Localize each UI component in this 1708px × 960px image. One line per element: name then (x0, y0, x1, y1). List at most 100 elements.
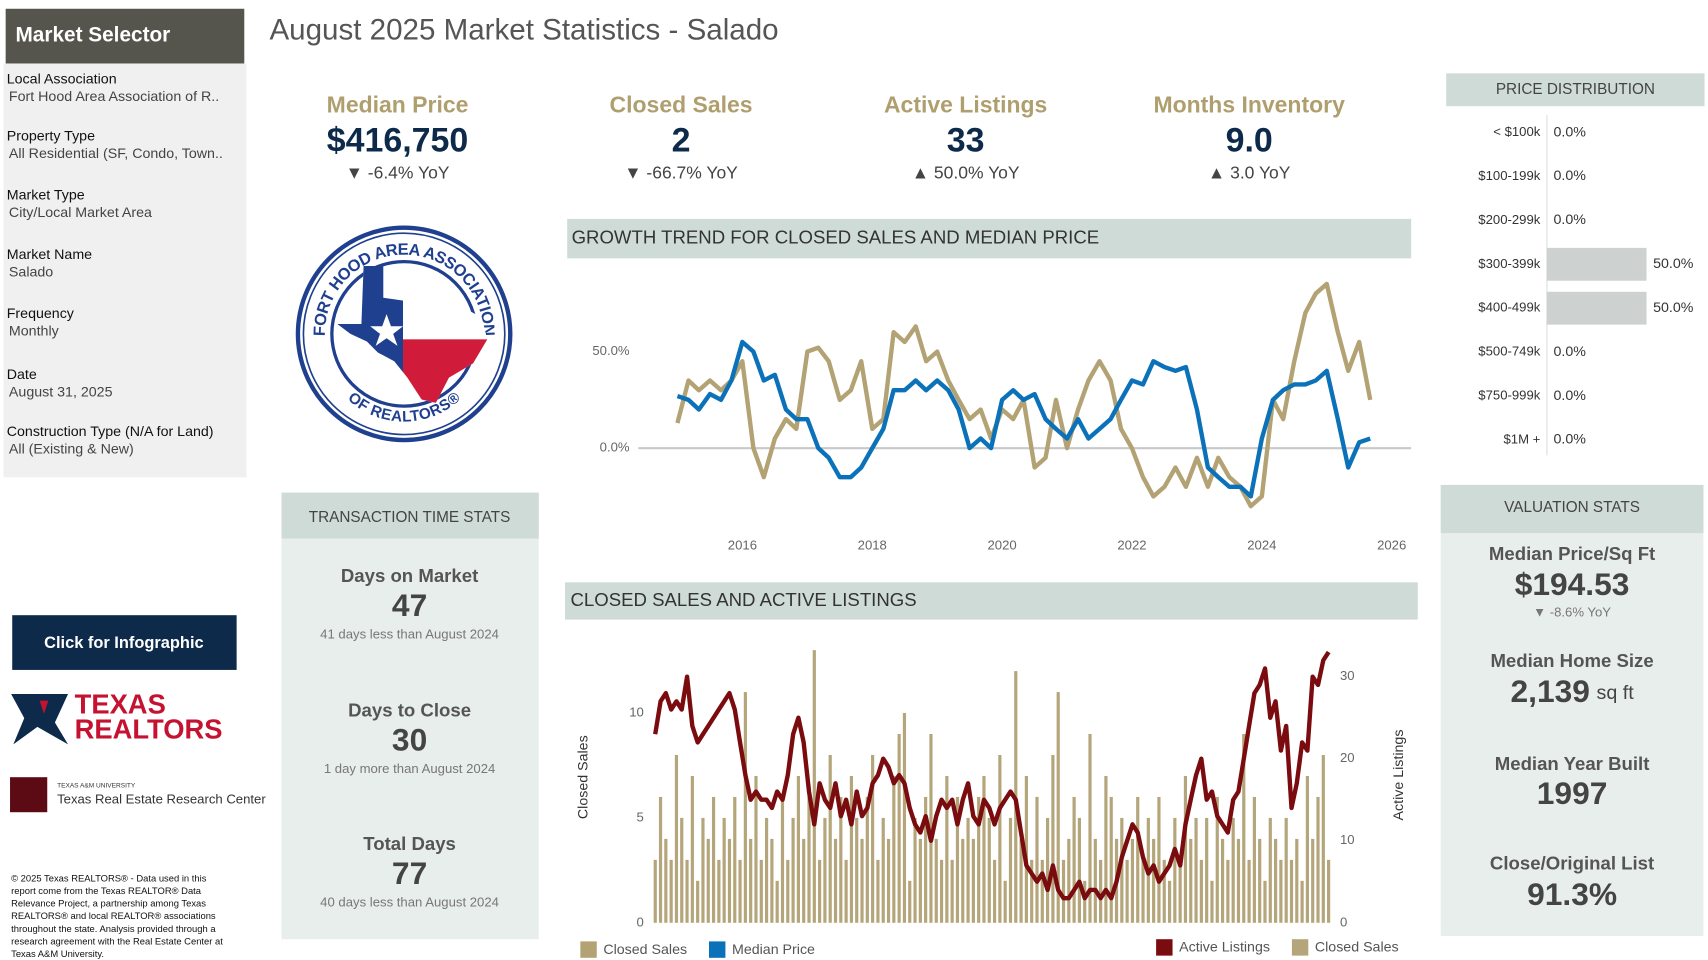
kpi-label: Months Inventory (1153, 91, 1345, 117)
bar (818, 859, 822, 923)
value-label: 0.0% (1553, 124, 1586, 140)
bar (1289, 859, 1294, 923)
bar (1210, 880, 1214, 923)
button-label[interactable]: Click for Infographic (44, 634, 204, 652)
bar (1268, 817, 1272, 923)
sales-header (565, 582, 1418, 620)
y-tick-label: 10 (629, 705, 644, 720)
footnote-line: Relevance Project, a partnership among T… (11, 898, 206, 909)
bar (855, 817, 859, 923)
bar (770, 838, 774, 923)
infographic-button[interactable] (12, 615, 237, 670)
bar (849, 775, 854, 923)
filter-value: Salado (9, 264, 53, 280)
bar (1083, 880, 1087, 923)
bar (1152, 838, 1156, 923)
bar (1311, 838, 1315, 923)
bar (1178, 859, 1182, 923)
valuation-header (1440, 484, 1704, 534)
category-label: $1M + (1503, 431, 1540, 446)
bar (722, 817, 726, 923)
bar (812, 650, 816, 923)
bar (786, 859, 790, 923)
bar (780, 796, 785, 923)
category-label: $300-399k (1478, 256, 1540, 271)
bar (1247, 859, 1251, 923)
bar (738, 859, 742, 923)
bar (1274, 838, 1278, 923)
bar (823, 817, 827, 923)
bar (1300, 880, 1304, 923)
bar (892, 775, 896, 923)
legend-label: Active Listings (1179, 940, 1270, 956)
bar (1173, 817, 1177, 923)
bar (1067, 838, 1071, 923)
bar (1061, 859, 1066, 923)
x-tick-label: 2026 (1377, 538, 1406, 553)
stat-value-line: 2,139 sq ft (1510, 673, 1634, 709)
kpi-label: Active Listings (884, 91, 1047, 117)
bar (749, 838, 753, 923)
filter-value: August 31, 2025 (9, 385, 113, 401)
bar (913, 817, 917, 923)
stat-value: 30 (392, 722, 427, 758)
realtors-logo-name: REALTORS (75, 713, 223, 744)
x-tick-label: 2018 (858, 538, 887, 553)
kpi-label: Closed Sales (610, 91, 753, 117)
bar (971, 838, 975, 923)
y2-tick-label: 30 (1340, 668, 1355, 683)
legend-label: Closed Sales (1315, 940, 1399, 956)
kpi-value: 9.0 (1226, 121, 1273, 159)
stat-label: Median Year Built (1495, 753, 1650, 774)
bar (1215, 796, 1219, 923)
bar (1046, 817, 1050, 923)
category-label: $400-499k (1478, 300, 1540, 315)
bar (1109, 796, 1113, 923)
series-line (653, 650, 1331, 901)
bar (1327, 859, 1331, 923)
category-label: $500-749k (1478, 344, 1540, 359)
bar (664, 838, 668, 923)
bar (833, 838, 838, 923)
transaction-panel (281, 492, 539, 940)
bar (865, 796, 869, 923)
stat-note: 40 days less than August 2024 (320, 895, 499, 910)
bar (701, 817, 705, 923)
legend-swatch (709, 941, 726, 958)
bar (685, 859, 689, 923)
legend-swatch (1291, 939, 1309, 956)
bar (706, 838, 710, 923)
bar (1220, 838, 1225, 923)
realtors-star (11, 694, 69, 745)
bar (1019, 838, 1023, 923)
footnote-line: research agreement with the Real Estate … (11, 935, 223, 946)
filter-label: Date (7, 367, 37, 383)
bar (924, 796, 928, 923)
bar (669, 859, 673, 923)
bar (828, 754, 832, 923)
bar (1051, 754, 1055, 923)
bar (1316, 796, 1320, 923)
bar (1189, 838, 1193, 923)
bar (1130, 838, 1135, 923)
bar (939, 859, 944, 923)
kpi-value: $416,750 (327, 121, 469, 159)
stat-value: 1997 (1537, 775, 1608, 811)
bar (1120, 817, 1124, 923)
value-label: 0.0% (1553, 388, 1586, 404)
footnote-line: throughout the state. Analysis provided … (11, 923, 216, 934)
series-line (676, 339, 1371, 499)
bar (802, 838, 806, 923)
valuation-panel (1440, 484, 1704, 936)
bar (658, 796, 663, 923)
chart-title: PRICE DISTRIBUTION (1496, 81, 1655, 98)
transaction-header (281, 492, 539, 539)
price-dist-header (1446, 73, 1705, 107)
bar (1104, 775, 1108, 923)
bar (977, 796, 981, 923)
bar (674, 754, 679, 923)
realtors-logo-texas: TEXAS (75, 688, 166, 719)
bar (987, 817, 991, 923)
